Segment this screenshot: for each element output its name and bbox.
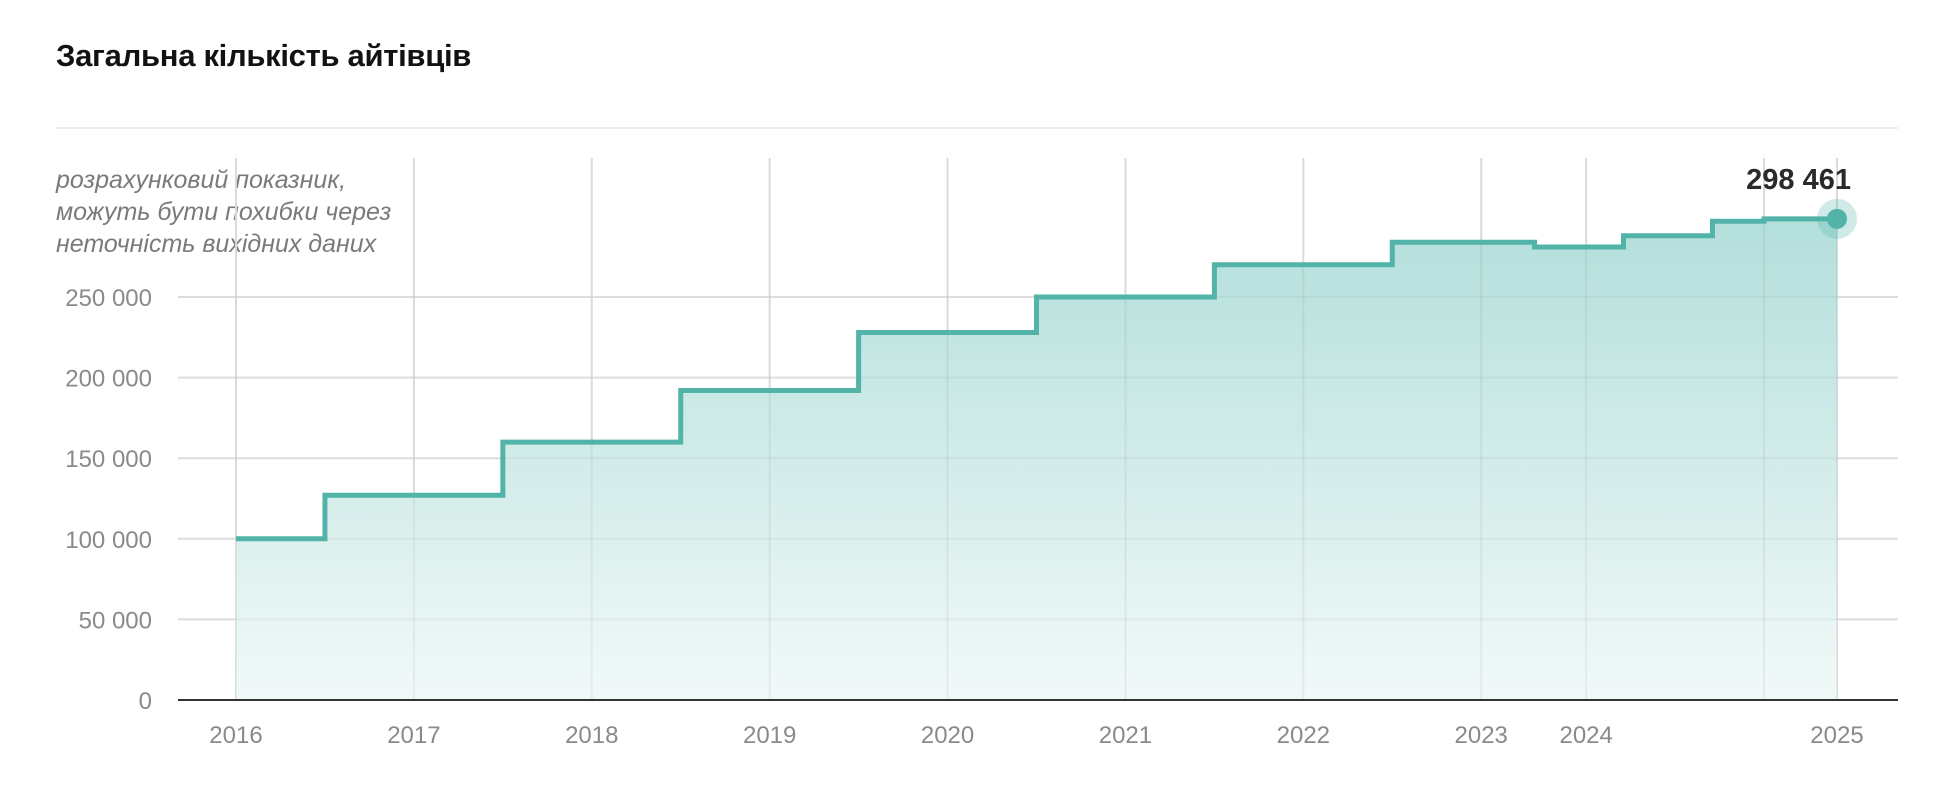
x-tick-label: 2021	[1099, 722, 1152, 749]
last-point-marker	[1827, 208, 1847, 229]
x-tick-label: 2018	[565, 722, 618, 749]
last-value-label: 298 461	[1746, 164, 1851, 196]
y-tick-label: 0	[139, 688, 152, 715]
x-tick-label: 2017	[387, 722, 440, 749]
y-tick-label: 100 000	[65, 527, 152, 554]
note-line-1: розрахунковий показник,	[56, 166, 347, 194]
x-tick-label: 2024	[1559, 722, 1612, 749]
x-tick-label: 2020	[921, 722, 974, 749]
y-tick-label: 200 000	[65, 366, 152, 393]
series-line	[236, 216, 1837, 542]
note-line-3: неточність вихідних даних	[56, 230, 377, 258]
x-tick-label: 2016	[209, 722, 262, 749]
note-line-2: можуть бути похибки через	[56, 198, 392, 226]
y-tick-label: 250 000	[65, 285, 152, 312]
x-tick-label: 2023	[1455, 722, 1508, 749]
chart-note: розрахунковий показник, можуть бути похи…	[56, 164, 436, 260]
x-tick-label: 2019	[743, 722, 796, 749]
title-divider	[56, 127, 1898, 129]
x-tick-label: 2022	[1277, 722, 1330, 749]
area-fill	[236, 218, 1837, 701]
x-tick-label: 2025	[1810, 722, 1863, 749]
chart-title: Загальна кількість айтівців	[56, 38, 472, 73]
y-tick-label: 50 000	[79, 607, 152, 634]
y-tick-label: 150 000	[65, 446, 152, 473]
